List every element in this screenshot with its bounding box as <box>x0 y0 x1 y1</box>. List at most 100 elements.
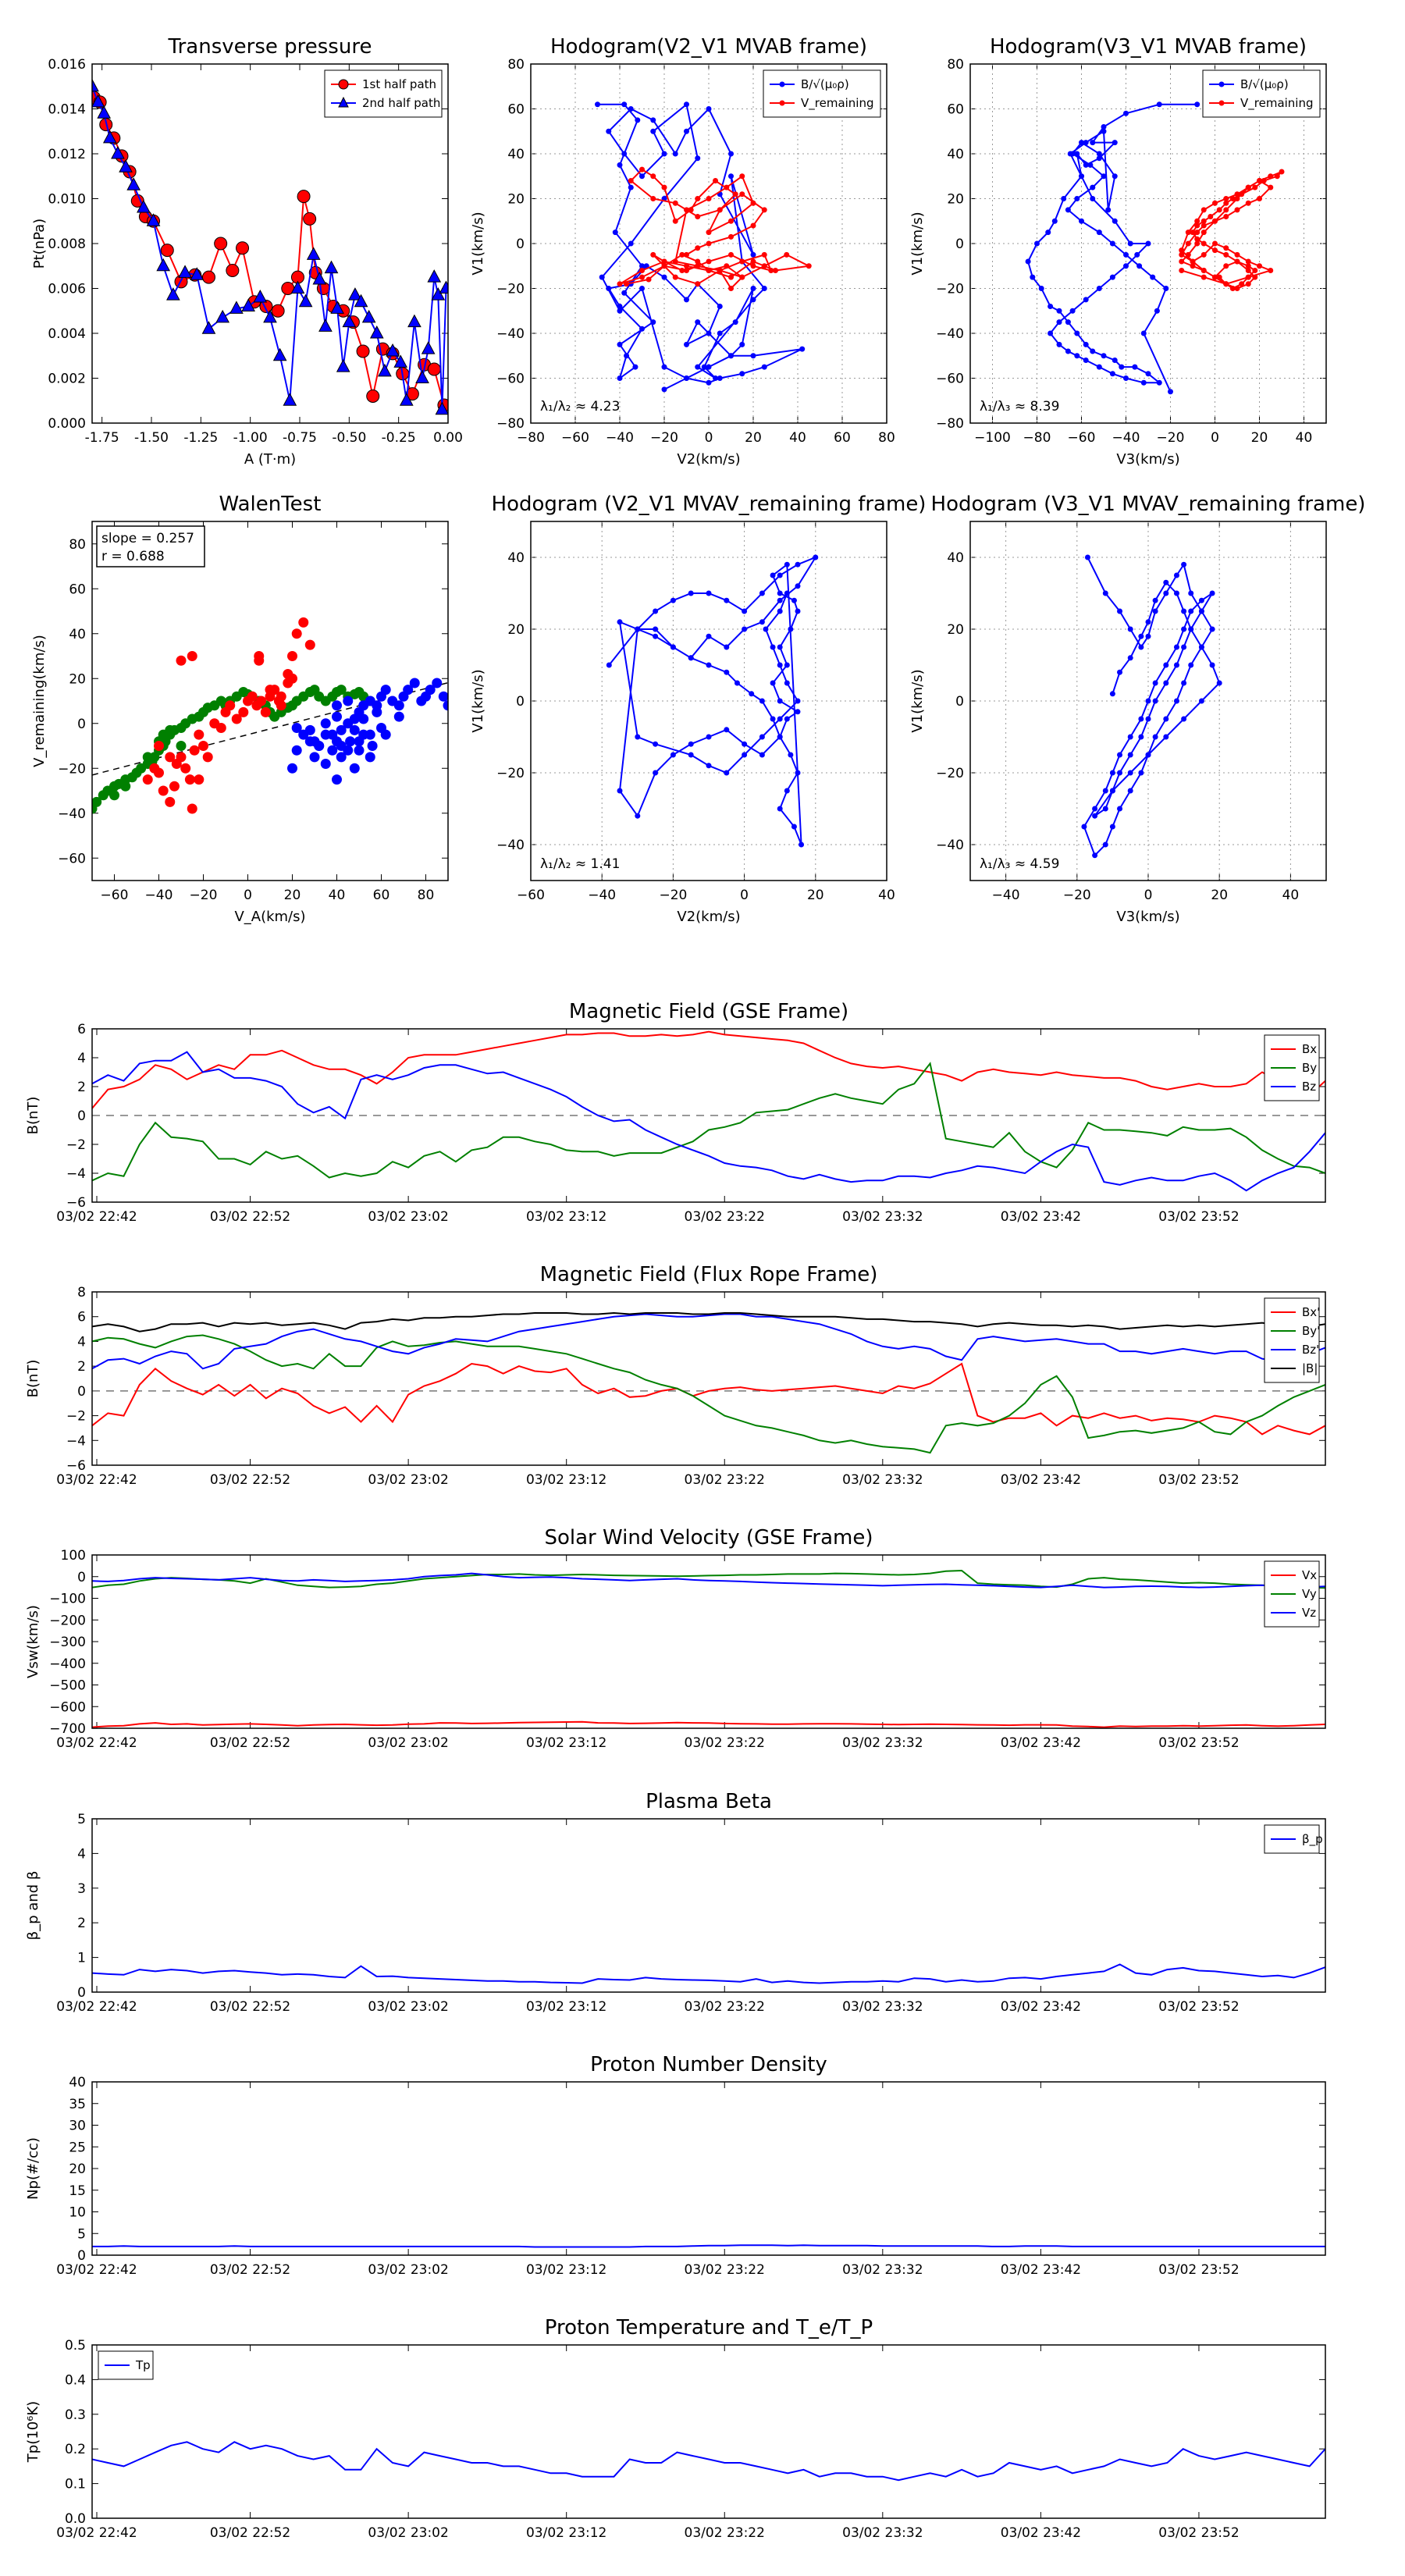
scatter-point <box>393 711 404 722</box>
legend-marker <box>779 81 785 87</box>
data-point <box>1105 207 1112 213</box>
x-tick-label: 03/02 23:02 <box>368 2262 448 2278</box>
scatter-point <box>393 700 404 711</box>
data-point <box>624 353 630 359</box>
data-point <box>1163 590 1169 596</box>
data-point <box>427 362 441 376</box>
eigenvalue-ratio-annotation: λ₁/λ₂ ≈ 1.41 <box>540 856 620 872</box>
plot-frame <box>530 521 887 881</box>
data-point <box>661 364 667 370</box>
data-point <box>606 128 612 134</box>
data-point <box>1083 358 1089 363</box>
data-point <box>1200 251 1207 258</box>
x-tick-label: −100 <box>974 430 1011 446</box>
data-point <box>639 173 645 180</box>
legend: 1st half path 2nd half path <box>324 69 443 118</box>
scatter-point <box>184 774 195 785</box>
legend-marker <box>1218 100 1225 106</box>
scatter-point <box>425 685 436 696</box>
legend-label: By' <box>1302 1324 1320 1338</box>
data-point <box>1179 268 1185 273</box>
data-point <box>650 319 656 326</box>
data-point <box>1136 263 1143 269</box>
data-point <box>728 251 734 258</box>
series-line-2 <box>92 1572 1325 1589</box>
legend-label: |B| <box>1302 1361 1318 1375</box>
data-point <box>1051 218 1058 224</box>
data-point <box>97 105 112 119</box>
y-tick-label: −40 <box>58 806 86 822</box>
plot-frame <box>91 1818 1326 1993</box>
plot-frame <box>530 63 887 424</box>
data-point <box>1101 353 1107 359</box>
scatter-point <box>291 745 302 756</box>
data-point <box>806 263 812 269</box>
annotation-box <box>96 525 205 568</box>
data-point <box>770 680 776 686</box>
axes: −60 −40 −20 0 20 40 60 80 80 60 40 20 0 −20 −40 −60 <box>58 521 448 903</box>
scatter-point <box>194 774 205 785</box>
data-point <box>1245 258 1251 265</box>
x-tick-label: -0.75 <box>283 430 317 446</box>
data-point <box>178 265 192 278</box>
scatter-point <box>287 763 297 774</box>
data-point <box>1198 644 1204 650</box>
data-point <box>728 274 734 280</box>
data-point <box>617 162 623 168</box>
x-tick-label: 03/02 23:12 <box>526 1735 606 1751</box>
plot-frame <box>91 1028 1326 1203</box>
x-tick-label: -0.50 <box>332 430 366 446</box>
scatter-point <box>287 651 297 661</box>
chart-title: Proton Temperature and T_e/T_P <box>545 2316 873 2339</box>
data-point <box>724 184 730 190</box>
y-tick-label: −40 <box>496 326 525 342</box>
x-tick-label: 20 <box>284 888 301 903</box>
y-tick-label: −40 <box>936 326 964 342</box>
data-point <box>713 375 719 381</box>
y-tick-label: 4 <box>77 1846 86 1862</box>
x-tick-label: −60 <box>517 888 545 903</box>
data-point <box>750 263 756 269</box>
x-tick-label: 40 <box>789 430 806 446</box>
data-point <box>750 353 756 359</box>
data-point <box>739 258 745 265</box>
plot-area <box>92 2441 1325 2482</box>
scatter-point <box>158 785 169 796</box>
chart-title: Magnetic Field (Flux Rope Frame) <box>540 1263 878 1286</box>
x-tick-label: 03/02 23:12 <box>526 1472 606 1488</box>
x-tick-label: 03/02 23:42 <box>1001 1209 1081 1225</box>
chart-title: Hodogram(V3_V1 MVAB frame) <box>990 35 1307 59</box>
x-tick-label: 40 <box>1282 888 1300 903</box>
data-point <box>1123 251 1129 258</box>
data-point <box>236 241 250 255</box>
scatter-point <box>343 696 354 706</box>
data-point <box>717 268 723 273</box>
data-point <box>679 268 685 273</box>
y-tick-label: 0.5 <box>65 2338 86 2354</box>
x-tick-label: 03/02 23:02 <box>368 1999 448 2015</box>
y-tick-label: −2 <box>66 1137 86 1153</box>
data-point <box>386 343 400 357</box>
legend: B/√(μ₀ρ) V_remaining <box>763 69 881 118</box>
data-point <box>1212 274 1218 280</box>
y-tick-label: −20 <box>496 282 525 297</box>
legend-label: B/√(μ₀ρ) <box>1240 77 1289 91</box>
data-point <box>617 375 623 381</box>
data-point <box>435 401 448 415</box>
x-tick-label: -1.25 <box>183 430 218 446</box>
data-point <box>653 608 659 614</box>
y-tick-label: 40 <box>507 550 525 566</box>
y-axis-label: V1(km/s) <box>470 212 486 275</box>
data-point <box>1188 608 1194 614</box>
series-line-0 <box>92 1362 1325 1436</box>
legend-label: Tp <box>135 2358 151 2372</box>
data-point <box>1145 633 1151 639</box>
x-tick-label: 03/02 23:32 <box>842 2262 923 2278</box>
y-tick-label: 0.4 <box>65 2372 86 2388</box>
data-point <box>1109 240 1115 247</box>
data-point <box>672 151 678 157</box>
chart-title: Hodogram (V3_V1 MVAV_remaining frame) <box>931 493 1366 516</box>
data-point <box>653 626 659 632</box>
data-point <box>621 101 628 108</box>
data-point <box>617 308 623 314</box>
